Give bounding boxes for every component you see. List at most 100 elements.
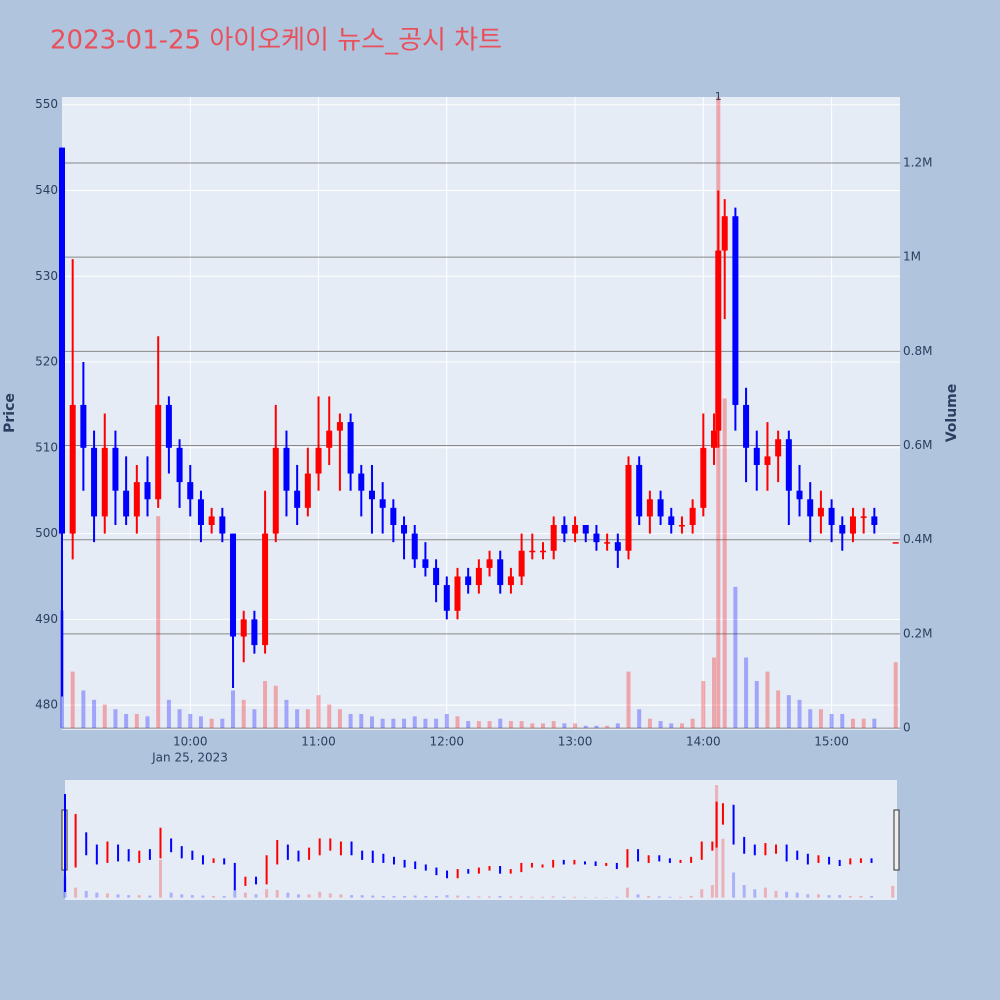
candle-body: [443, 585, 450, 611]
volume-bar: [893, 662, 898, 729]
mini-volume-bar: [625, 887, 629, 898]
mini-volume-bar: [541, 896, 545, 898]
y-axis-title: Price: [2, 393, 18, 433]
candle-body: [123, 490, 130, 517]
candle-body: [550, 525, 557, 551]
x-tick-label: 13:00: [558, 735, 593, 749]
mini-volume-bar: [710, 885, 714, 898]
volume-bar: [209, 718, 214, 729]
mini-volume-bar: [636, 894, 640, 898]
volume-bar: [134, 713, 139, 729]
volume-bar: [861, 718, 866, 729]
candle-body: [454, 576, 461, 611]
candle-body: [572, 525, 579, 534]
candle-body: [753, 447, 760, 465]
volume-bar: [487, 721, 492, 729]
candle-body: [294, 490, 301, 508]
volume-bar: [305, 709, 310, 729]
candle-body: [625, 464, 632, 551]
mini-volume-bar: [222, 895, 226, 898]
volume-bar: [81, 690, 86, 729]
volume-bar: [765, 671, 770, 729]
mini-volume-bar: [572, 896, 576, 898]
volume-bar: [744, 657, 749, 729]
mini-volume-bar: [763, 887, 767, 898]
candle-body: [486, 559, 493, 568]
candle-body: [828, 507, 835, 526]
mini-volume-bar: [700, 889, 704, 898]
y-tick-label: 480: [35, 698, 58, 712]
mini-volume-bar: [148, 895, 152, 898]
mini-volume-bar: [657, 896, 661, 898]
candle-body: [358, 473, 365, 491]
mini-volume-bar: [466, 896, 470, 898]
rangeslider[interactable]: [65, 780, 897, 900]
mini-volume-bar: [127, 895, 131, 898]
mini-volume-bar: [265, 889, 269, 898]
candle-body: [817, 507, 824, 517]
volume-bar: [669, 723, 674, 729]
mini-volume-bar: [806, 894, 810, 898]
candle-body: [892, 542, 899, 544]
mini-volume-bar: [318, 891, 322, 898]
y2-tick-label: 1.2M: [903, 155, 932, 169]
volume-bar: [220, 718, 225, 729]
candle-body: [711, 430, 718, 448]
volume-bar: [476, 721, 481, 729]
candle-body: [796, 490, 803, 500]
volume-bar: [102, 704, 107, 729]
volume-bar: [818, 709, 823, 729]
mini-volume-bar: [445, 895, 449, 898]
mini-volume-bar: [243, 892, 247, 898]
volume-bar: [327, 704, 332, 729]
candle-body: [208, 516, 215, 526]
candle-body: [91, 447, 98, 517]
y-tick-label: 530: [35, 269, 58, 283]
candle-body: [101, 447, 108, 517]
x-tick-label: 10:00: [173, 735, 208, 749]
mini-volume-bar: [307, 894, 311, 898]
volume-bar: [754, 681, 759, 729]
candle-body: [80, 404, 87, 448]
volume-bar: [797, 699, 802, 729]
mini-volume-bar: [201, 895, 205, 898]
mini-volume-bar: [774, 890, 778, 898]
mini-volume-bar: [212, 895, 216, 898]
volume-bar: [273, 685, 278, 729]
y2-tick-label: 0.2M: [903, 626, 932, 640]
volume-bar: [712, 657, 717, 729]
range-handle[interactable]: [893, 809, 900, 871]
volume-bar: [647, 718, 652, 729]
candle-body: [251, 619, 258, 646]
candle-body: [219, 516, 226, 534]
mini-volume-bar: [381, 895, 385, 898]
candle-body: [860, 516, 867, 518]
mini-volume-bar: [519, 896, 523, 898]
volume-bar: [188, 713, 193, 729]
volume-bar: [850, 718, 855, 729]
y-tick-label: 490: [35, 612, 58, 626]
candle-body: [700, 447, 707, 508]
mini-volume-bar: [477, 896, 481, 898]
mini-volume-bar: [328, 893, 332, 898]
candle-body: [401, 525, 408, 534]
volume-bar: [284, 699, 289, 729]
y2-tick-label: 0.6M: [903, 438, 932, 452]
y-tick-label: 550: [35, 97, 58, 111]
volume-bar: [530, 723, 535, 729]
mini-volume-bar: [827, 895, 831, 898]
candle-body: [304, 473, 311, 508]
x-tick-label: 14:00: [686, 735, 721, 749]
mini-volume-bar: [413, 895, 417, 898]
volume-bar: [316, 695, 321, 729]
mini-volume-bar: [84, 890, 88, 898]
volume-bar: [733, 586, 738, 729]
volume-bar: [573, 723, 578, 729]
candle-body: [59, 147, 65, 534]
candle-body: [732, 216, 739, 405]
candle-body: [411, 533, 418, 560]
mini-volume-bar: [169, 892, 173, 898]
candle-body: [347, 422, 354, 474]
volume-bar: [722, 398, 727, 729]
mini-volume-bar: [530, 896, 534, 898]
